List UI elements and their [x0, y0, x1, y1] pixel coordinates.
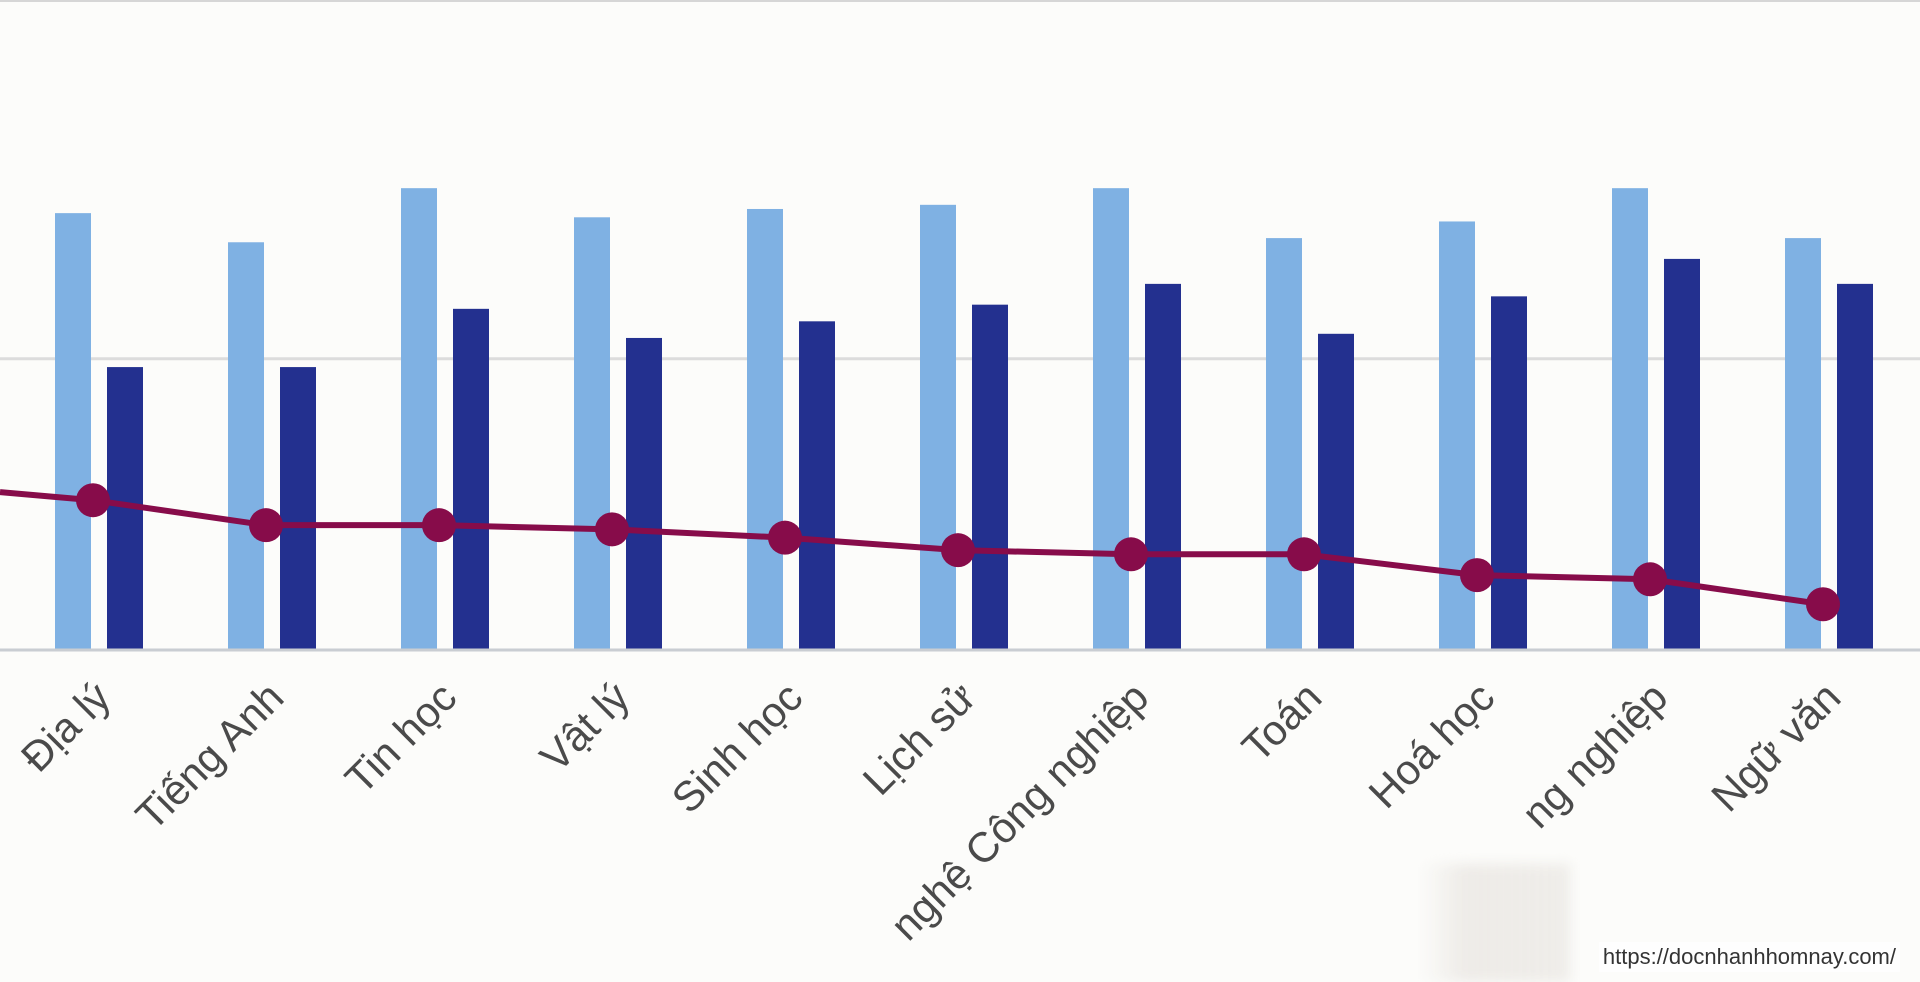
- line-point-9: [1633, 562, 1667, 597]
- bar-series-1-3: [574, 217, 610, 651]
- bar-series-1-7: [1266, 238, 1302, 651]
- bar-series-2-2: [453, 308, 489, 650]
- bar-series-1-4: [747, 208, 783, 651]
- x-tick-label-7: Toán: [1233, 673, 1331, 771]
- blur-patch: [1420, 864, 1570, 982]
- x-tick-label-4: Sinh học: [663, 673, 812, 822]
- line-point-6: [1114, 537, 1148, 572]
- x-tick-label-10: Ngữ văn: [1702, 673, 1849, 820]
- bar-series-2-4: [799, 321, 835, 650]
- line-point-10: [1806, 587, 1840, 622]
- x-tick-label-0: Địa lý: [12, 673, 120, 781]
- x-tick-label-5: Lịch sử: [854, 673, 985, 804]
- line-point-4: [768, 520, 802, 555]
- bar-series-1-5: [920, 204, 956, 651]
- bar-series-2-7: [1318, 333, 1354, 650]
- line-point-3: [595, 512, 629, 547]
- bar-series-2-1: [280, 367, 316, 650]
- bar-series-2-10: [1837, 283, 1873, 650]
- line-series-path: [0, 489, 1824, 608]
- bar-series-1-0: [55, 213, 91, 651]
- line-point-2: [422, 508, 456, 543]
- x-tick-label-9: ng nghiệp: [1513, 673, 1677, 837]
- x-tick-label-2: Tin học: [336, 673, 466, 803]
- bar-series-1-2: [401, 188, 437, 651]
- line-point-5: [941, 533, 975, 568]
- line-series: [0, 483, 1840, 622]
- line-point-0: [76, 483, 110, 518]
- bar-series-1-6: [1093, 188, 1129, 651]
- bar-series-2-9: [1664, 258, 1700, 650]
- bar-series-1-1: [228, 242, 264, 651]
- bar-series-1-10: [1785, 238, 1821, 651]
- watermark-text: https://docnhanhhomnay.com/: [1598, 942, 1900, 972]
- x-tick-label-8: Hoá học: [1360, 673, 1504, 817]
- x-tick-label-1: Tiếng Anh: [126, 673, 292, 839]
- x-tick-labels: Địa lý Tiếng Anh Tin học Vật lý Sinh học Lịch…: [12, 673, 1850, 949]
- x-tick-label-3: Vật lý: [531, 673, 639, 781]
- line-point-8: [1460, 558, 1494, 593]
- bar-series-2-6: [1145, 283, 1181, 650]
- line-point-7: [1287, 537, 1321, 572]
- bar-series-2-3: [626, 337, 662, 650]
- bar-series-2-8: [1491, 296, 1527, 650]
- bar-series-2-5: [972, 304, 1008, 650]
- bars: [55, 188, 1873, 651]
- line-point-1: [249, 508, 283, 543]
